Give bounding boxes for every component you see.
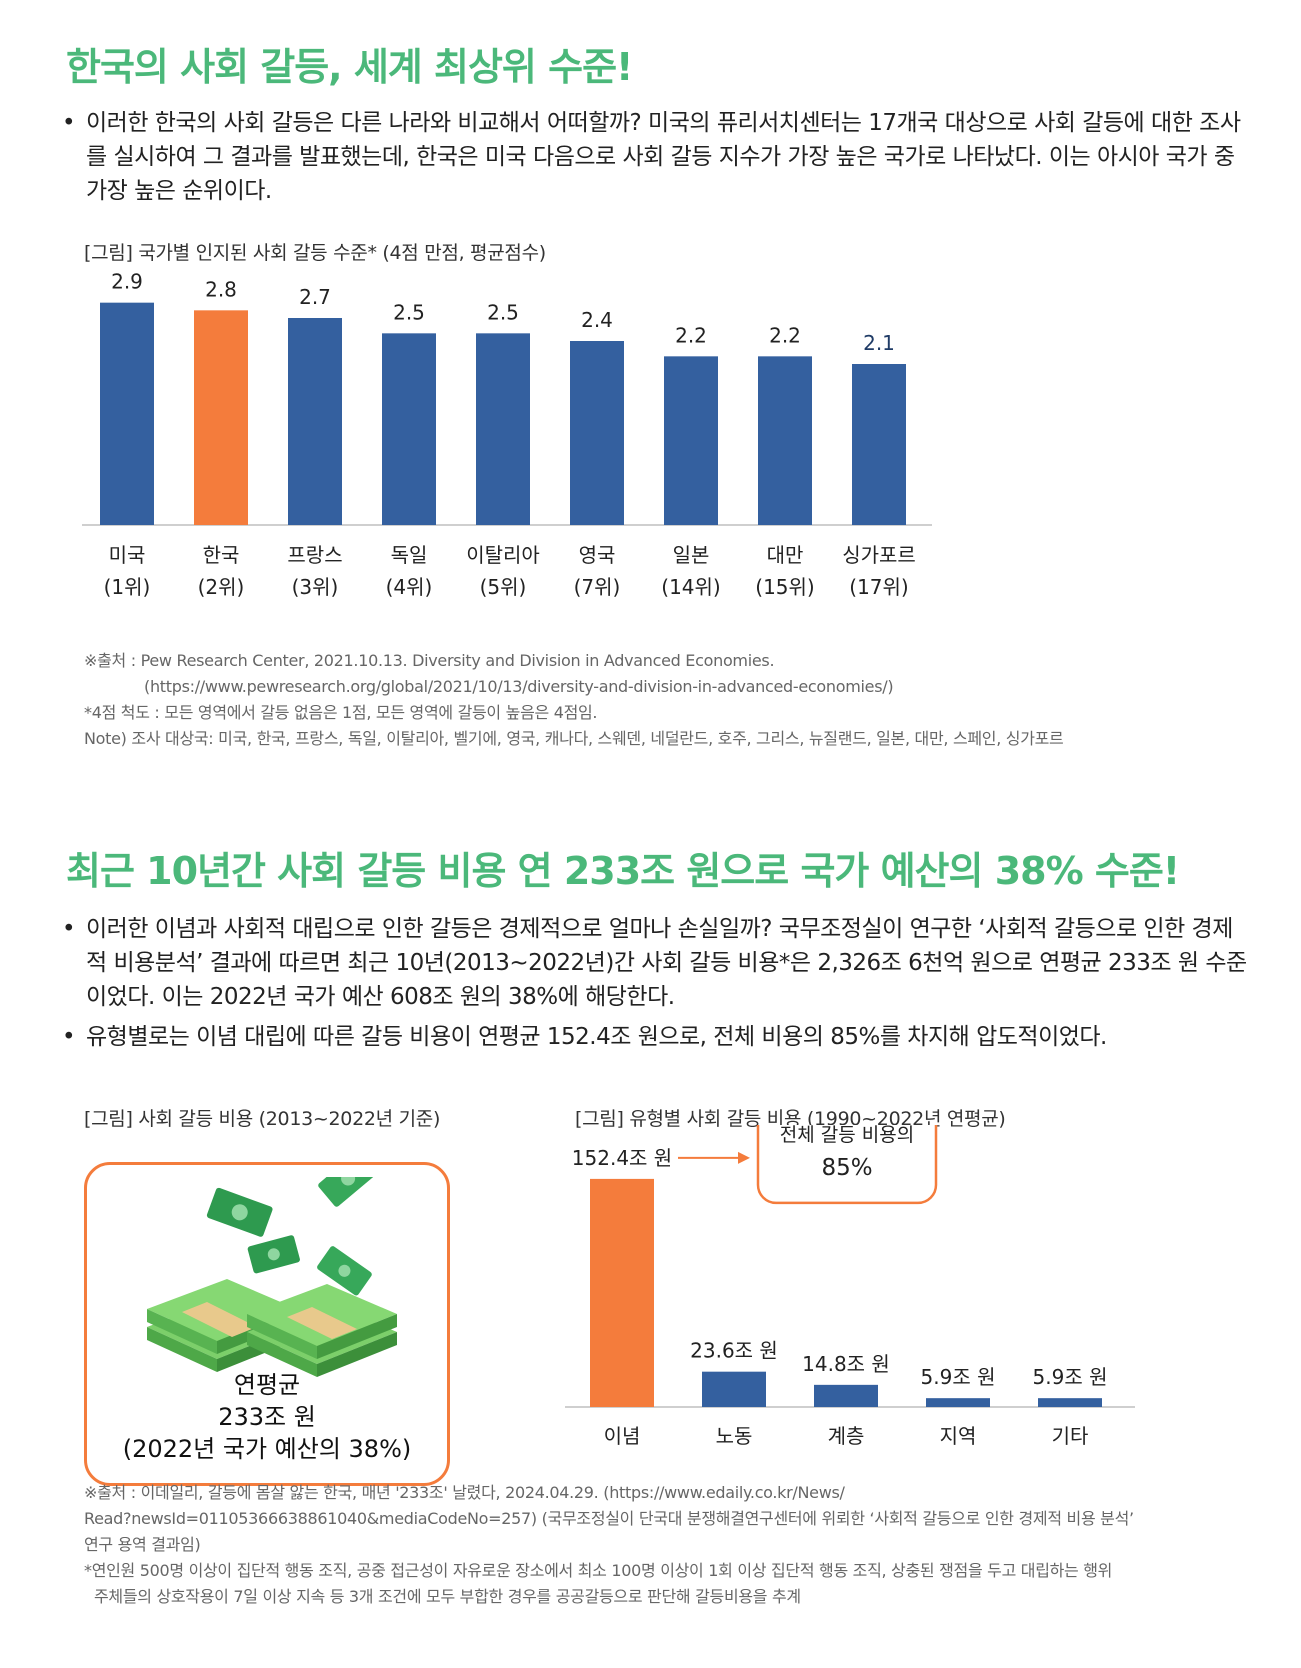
bar-value-label: 2.4 <box>581 308 613 332</box>
category-label: 싱가포르 <box>842 543 916 567</box>
callout-arrow-head <box>738 1151 750 1164</box>
rank-label: (1위) <box>104 575 151 599</box>
category-label: 계층 <box>828 1424 865 1448</box>
bar-value-label: 152.4조 원 <box>572 1146 672 1170</box>
section2-source: ※출처 : 이데일리, 갈등에 몸살 앓는 한국, 매년 '233조' 날렸다,… <box>84 1480 1134 1610</box>
rank-label: (4위) <box>386 575 433 599</box>
conflict-cost-by-type-chart: 152.4조 원이념 23.6조 원노동 14.8조 원계층 5.9조 원지역 5.9조… <box>565 1125 1135 1448</box>
category-label: 독일 <box>391 543 428 567</box>
annual-cost-card: 연평균 233조 원 (2022년 국가 예산의 38%) <box>84 1162 450 1486</box>
callout-percent: 85% <box>821 1155 872 1181</box>
money-stack-icon <box>147 1177 397 1377</box>
bar-0 <box>100 302 154 525</box>
section1-bullets: 이러한 한국의 사회 갈등은 다른 나라와 비교해서 어떠할까? 미국의 퓨리서… <box>62 106 1252 214</box>
bar-0 <box>590 1178 654 1407</box>
section1-bullet-1: 이러한 한국의 사회 갈등은 다른 나라와 비교해서 어떠할까? 미국의 퓨리서… <box>62 106 1252 208</box>
bar-5 <box>570 341 624 525</box>
rank-label: (5위) <box>480 575 527 599</box>
bar-value-label: 2.9 <box>111 270 143 294</box>
bar-value-label: 2.2 <box>675 323 707 347</box>
bar-6 <box>664 356 718 525</box>
category-label: 영국 <box>579 543 616 567</box>
flying-bill <box>247 1235 300 1274</box>
flying-bill <box>318 1177 378 1207</box>
source-line: ※출처 : 이데일리, 갈등에 몸살 앓는 한국, 매년 '233조' 날렸다,… <box>84 1483 845 1502</box>
section2-bullet-1: 이러한 이념과 사회적 대립으로 인한 갈등은 경제적으로 얼마나 손실일까? … <box>62 912 1252 1014</box>
source-line: *연인원 500명 이상이 집단적 행동 조직, 공중 접근성이 자유로운 장소… <box>84 1561 1113 1580</box>
bar-value-label: 5.9조 원 <box>921 1365 996 1389</box>
category-label: 미국 <box>109 543 146 567</box>
bar-2 <box>814 1384 878 1407</box>
bar-value-label: 2.7 <box>299 285 331 309</box>
money-stack-right <box>247 1284 397 1377</box>
bar-1 <box>194 310 248 525</box>
source-line: *4점 척도 : 모든 영역에서 갈등 없음은 1점, 모든 영역에 갈등이 높… <box>84 703 598 722</box>
category-label: 일본 <box>673 543 710 567</box>
category-label: 노동 <box>716 1424 753 1448</box>
category-label: 이념 <box>604 1424 641 1448</box>
bar-1 <box>702 1371 766 1407</box>
bar-value-label: 2.5 <box>487 300 519 324</box>
category-label: 기타 <box>1052 1424 1089 1448</box>
caption-line: 233조 원 <box>218 1403 316 1431</box>
bar-value-label: 23.6조 원 <box>690 1339 778 1363</box>
country-conflict-chart: 2.9 미국 (1위) 2.8 한국 (2위) 2.7 프랑스 (3위) 2.5 독일 (4위) 2.5… <box>82 270 932 599</box>
category-label: 지역 <box>940 1424 977 1448</box>
bar-8 <box>852 364 906 525</box>
caption-line: 연평균 <box>233 1371 301 1399</box>
bar-7 <box>758 356 812 525</box>
category-label: 한국 <box>203 543 240 567</box>
caption-line: (2022년 국가 예산의 38%) <box>122 1435 412 1463</box>
callout-text: 전체 갈등 비용의 <box>780 1125 914 1146</box>
category-label: 이탈리아 <box>466 543 540 567</box>
flying-bill <box>206 1187 273 1237</box>
section1-source: ※출처 : Pew Research Center, 2021.10.13. D… <box>84 648 1064 752</box>
flying-bill <box>317 1246 372 1296</box>
bar-4 <box>1038 1398 1102 1407</box>
section2-heading: 최근 10년간 사회 갈등 비용 연 233조 원으로 국가 예산의 38% 수… <box>66 849 1180 893</box>
bar-value-label: 5.9조 원 <box>1033 1365 1108 1389</box>
rank-label: (14위) <box>661 575 720 599</box>
rank-label: (2위) <box>198 575 245 599</box>
figure2-title: [그림] 사회 갈등 비용 (2013~2022년 기준) <box>84 1108 441 1130</box>
bar-2 <box>288 318 342 525</box>
category-label: 대만 <box>767 543 804 567</box>
bar-value-label: 2.2 <box>769 323 801 347</box>
category-label: 프랑스 <box>287 543 342 567</box>
bar-value-label: 2.8 <box>205 277 237 301</box>
rank-label: (17위) <box>849 575 908 599</box>
source-line: 주체들의 상호작용이 7일 이상 지속 등 3개 조건에 모두 부합한 경우를 … <box>94 1587 801 1606</box>
bar-value-label: 14.8조 원 <box>802 1352 890 1376</box>
source-line: Note) 조사 대상국: 미국, 한국, 프랑스, 독일, 이탈리아, 벨기에… <box>84 729 1064 748</box>
bar-value-label: 2.5 <box>393 300 425 324</box>
bar-3 <box>382 333 436 525</box>
source-line: (https://www.pewresearch.org/global/2021… <box>144 677 894 696</box>
bar-4 <box>476 333 530 525</box>
source-line: ※출처 : Pew Research Center, 2021.10.13. D… <box>84 651 775 670</box>
bar-3 <box>926 1398 990 1407</box>
bar-value-label: 2.1 <box>863 331 895 355</box>
rank-label: (7위) <box>574 575 621 599</box>
annual-cost-caption: 연평균 233조 원 (2022년 국가 예산의 38%) <box>87 1369 447 1465</box>
section2-bullets: 이러한 이념과 사회적 대립으로 인한 갈등은 경제적으로 얼마나 손실일까? … <box>62 912 1252 1060</box>
source-line: Read?newsId=01105366638861040&mediaCodeN… <box>84 1509 1134 1528</box>
source-line: 연구 용역 결과임) <box>84 1535 201 1554</box>
share-callout-box <box>756 1125 938 1205</box>
rank-label: (3위) <box>292 575 339 599</box>
section1-heading: 한국의 사회 갈등, 세계 최상위 수준! <box>66 45 633 89</box>
rank-label: (15위) <box>755 575 814 599</box>
section2-bullet-2: 유형별로는 이념 대립에 따른 갈등 비용이 연평균 152.4조 원으로, 전… <box>62 1020 1252 1054</box>
figure1-title: [그림] 국가별 인지된 사회 갈등 수준* (4점 만점, 평균점수) <box>84 242 546 264</box>
